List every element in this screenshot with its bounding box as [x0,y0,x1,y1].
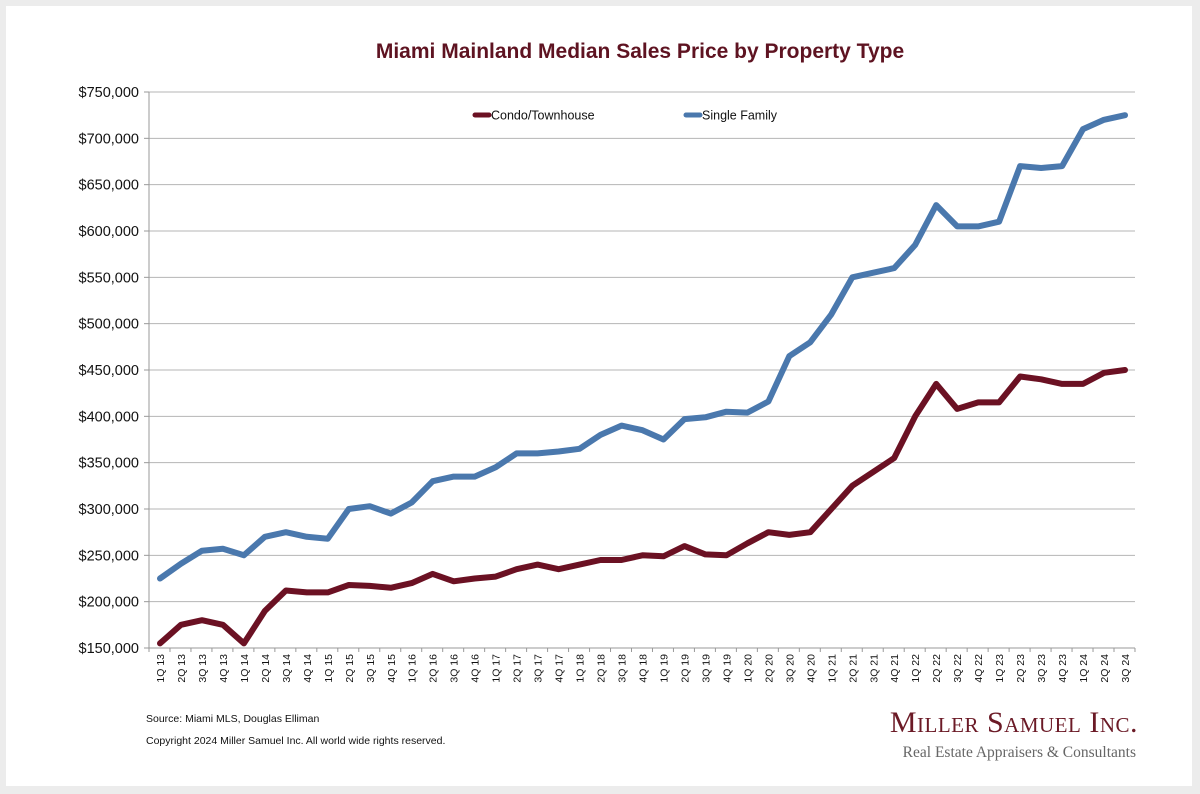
y-tick-label: $150,000 [79,641,139,657]
y-tick-label: $550,000 [79,270,139,286]
x-tick-label: 1Q 24 [1078,654,1090,683]
x-tick-label: 3Q 20 [784,654,796,683]
x-tick-label: 2Q 21 [847,654,859,683]
x-tick-label: 3Q 19 [700,654,712,683]
company-logo-tagline: Real Estate Appraisers & Consultants [902,744,1136,761]
y-tick-label: $200,000 [79,595,139,611]
x-tick-label: 2Q 19 [679,654,691,683]
y-tick-labels: $150,000 $200,000 $250,000 $300,000 $350,000… [79,85,139,657]
x-tick-label: 3Q 21 [868,654,880,683]
x-tick-label: 2Q 18 [596,654,608,683]
legend-label: Single Family [702,109,778,123]
x-tick-label: 4Q 17 [554,654,566,683]
x-tick-label: 2Q 15 [344,654,356,683]
y-tick-label: $500,000 [79,317,139,333]
y-tick-label: $600,000 [79,224,139,240]
x-tick-label: 3Q 15 [365,654,377,683]
x-tick-label: 2Q 13 [176,654,188,683]
axes [144,91,1136,652]
x-tick-label: 2Q 17 [512,654,524,683]
x-tick-label: 3Q 24 [1120,654,1132,683]
series-line-condo-townhouse [157,367,1128,647]
x-tick-label: 1Q 17 [491,654,503,683]
x-tick-label: 4Q 14 [302,654,314,683]
x-tick-label: 1Q 19 [658,654,670,683]
x-tick-label: 3Q 14 [281,654,293,683]
copyright-note: Copyright 2024 Miller Samuel Inc. All wo… [146,735,446,747]
x-tick-label: 4Q 22 [973,654,985,683]
y-tick-label: $650,000 [79,178,139,194]
y-tick-label: $750,000 [79,85,139,101]
x-tick-label: 3Q 17 [533,654,545,683]
legend: Condo/Townhouse Single Family [472,109,778,123]
y-tick-label: $250,000 [79,548,139,564]
x-tick-label: 1Q 14 [239,654,251,683]
x-tick-label: 2Q 22 [931,654,943,683]
chart-panel [6,6,1192,786]
x-tick-label: 4Q 16 [470,654,482,683]
x-tick-label: 3Q 23 [1036,654,1048,683]
x-tick-label: 4Q 18 [638,654,650,683]
x-tick-label: 2Q 16 [428,654,440,683]
x-tick-label: 2Q 14 [260,654,272,683]
x-tick-label: 2Q 24 [1099,654,1111,683]
x-tick-label: 1Q 23 [994,654,1006,683]
x-tick-label: 1Q 21 [826,654,838,683]
x-tick-label: 1Q 18 [575,654,587,683]
y-tick-label: $450,000 [79,363,139,379]
x-tick-label: 3Q 18 [617,654,629,683]
x-tick-label: 4Q 19 [721,654,733,683]
y-tick-label: $300,000 [79,502,139,518]
y-tick-label: $350,000 [79,456,139,472]
y-tick-label: $700,000 [79,131,139,147]
x-tick-labels: 1Q 13 2Q 13 3Q 13 4Q 13 1Q 14 2Q 14 3Q 14 4Q 14… [155,654,1132,683]
x-tick-label: 1Q 16 [407,654,419,683]
company-logo-name: Miller Samuel Inc. [889,706,1138,739]
x-tick-label: 1Q 20 [742,654,754,683]
x-tick-label: 2Q 23 [1015,654,1027,683]
x-tick-label: 3Q 13 [197,654,209,683]
x-tick-label: 1Q 15 [323,654,335,683]
x-tick-label: 4Q 21 [889,654,901,683]
x-tick-label: 3Q 22 [952,654,964,683]
chart-title: Miami Mainland Median Sales Price by Pro… [375,40,905,63]
gridlines [149,91,1135,603]
x-tick-label: 4Q 13 [218,654,230,683]
x-tick-label: 1Q 13 [155,654,167,683]
series-lines [157,112,1128,647]
x-tick-label: 1Q 22 [910,654,922,683]
x-tick-label: 3Q 16 [449,654,461,683]
x-tick-label: 4Q 23 [1057,654,1069,683]
source-note: Source: Miami MLS, Douglas Elliman [146,713,320,725]
y-tick-label: $400,000 [79,409,139,425]
x-tick-label: 2Q 20 [763,654,775,683]
legend-label: Condo/Townhouse [491,109,595,123]
x-tick-label: 4Q 20 [805,654,817,683]
x-tick-label: 4Q 15 [386,654,398,683]
